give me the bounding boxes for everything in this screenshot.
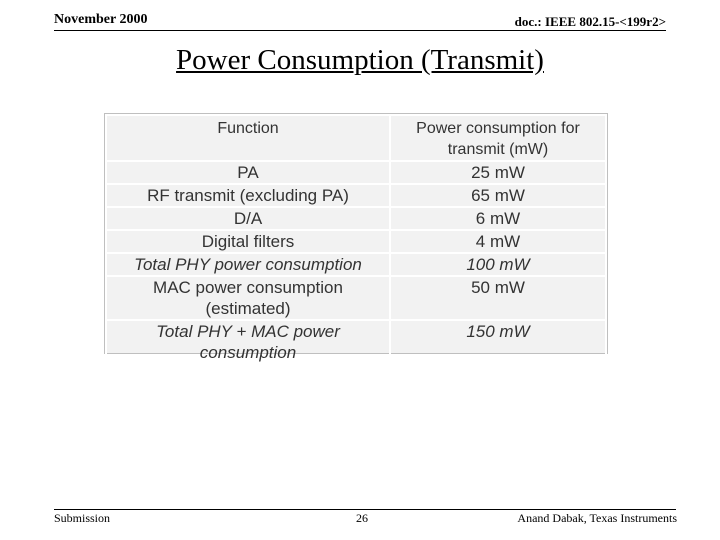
power-table-container: Function Power consumption for transmit …: [104, 113, 608, 365]
footer-divider: [54, 509, 676, 510]
cell-power: 65 mW: [389, 183, 607, 208]
footer-author: Anand Dabak, Texas Instruments: [517, 511, 677, 525]
cell-power: 150 mW: [389, 319, 607, 365]
cell-power: 4 mW: [389, 229, 607, 254]
header-date: November 2000: [54, 12, 148, 27]
table-row: Digital filters 4 mW: [105, 229, 607, 254]
footer-submission: Submission: [54, 511, 111, 525]
cell-power: 50 mW: [389, 275, 607, 321]
table-header-row: Function Power consumption for transmit …: [105, 114, 607, 162]
cell-power: 6 mW: [389, 206, 607, 231]
slide-title: Power Consumption (Transmit): [176, 44, 544, 76]
table-row-subtotal: Total PHY power consumption 100 mW: [105, 252, 607, 277]
table-row: PA 25 mW: [105, 160, 607, 185]
table-row: RF transmit (excluding PA) 65 mW: [105, 183, 607, 208]
power-table: Function Power consumption for transmit …: [105, 114, 607, 365]
cell-function: PA: [105, 160, 391, 185]
cell-function: Total PHY + MAC power consumption: [105, 319, 391, 365]
header-doc-id: doc.: IEEE 802.15-<199r2>: [514, 14, 666, 29]
table-row-total: Total PHY + MAC power consumption 150 mW: [105, 319, 607, 365]
table-row: D/A 6 mW: [105, 206, 607, 231]
cell-function: MAC power consumption (estimated): [105, 275, 391, 321]
cell-function: D/A: [105, 206, 391, 231]
cell-power: 100 mW: [389, 252, 607, 277]
header-divider: [54, 30, 666, 31]
cell-function: RF transmit (excluding PA): [105, 183, 391, 208]
footer-page-number: 26: [356, 511, 368, 525]
cell-power: 25 mW: [389, 160, 607, 185]
column-header-function: Function: [105, 114, 391, 162]
cell-function: Total PHY power consumption: [105, 252, 391, 277]
table-row: MAC power consumption (estimated) 50 mW: [105, 275, 607, 321]
column-header-power: Power consumption for transmit (mW): [389, 114, 607, 162]
cell-function: Digital filters: [105, 229, 391, 254]
